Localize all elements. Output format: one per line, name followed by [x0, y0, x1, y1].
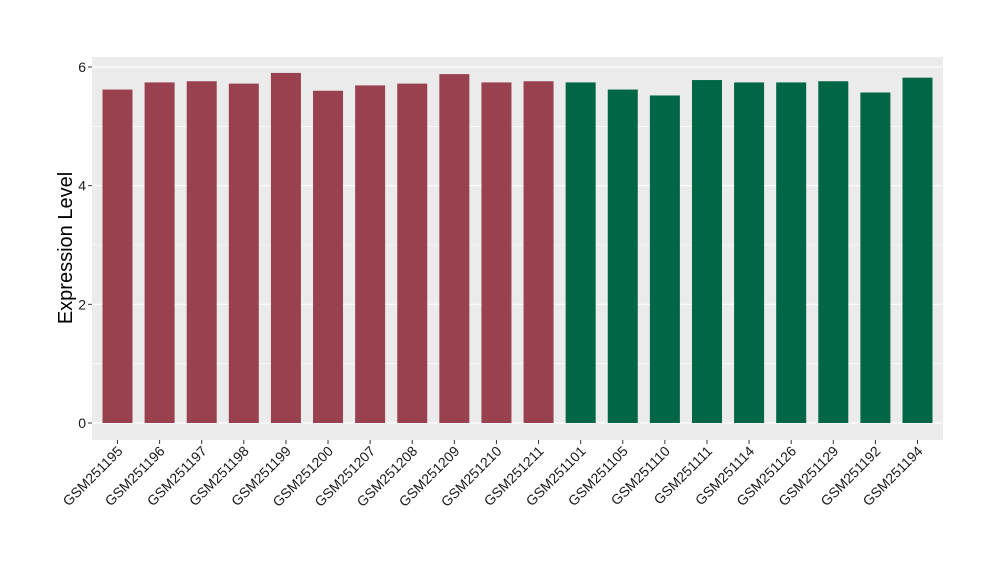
bar-GSM251110	[649, 95, 680, 423]
y-axis: 0 2 4 6	[78, 59, 92, 431]
y-tick-label: 2	[78, 296, 86, 312]
bar-GSM251199	[270, 72, 301, 423]
y-tick-label: 0	[78, 415, 86, 431]
bar-GSM251198	[228, 83, 259, 423]
bar-GSM251196	[144, 82, 175, 423]
bar-GSM251194	[902, 77, 933, 424]
bar-GSM251105	[607, 89, 638, 424]
y-axis-title: Expression Level	[55, 172, 77, 324]
plot-panel	[92, 57, 943, 440]
bar-GSM251101	[565, 82, 596, 423]
bars	[102, 72, 933, 424]
bar-GSM251207	[355, 85, 386, 423]
bar-GSM251210	[481, 82, 512, 423]
bar-GSM251197	[186, 81, 217, 424]
bar-GSM251126	[776, 82, 807, 423]
bar-GSM251114	[734, 82, 765, 423]
bar-GSM251209	[439, 74, 470, 424]
bar-GSM251211	[523, 81, 554, 424]
bar-GSM251200	[313, 90, 344, 423]
bar-GSM251192	[860, 92, 891, 423]
bar-GSM251195	[102, 89, 133, 424]
bar-GSM251208	[397, 83, 428, 423]
y-tick-label: 4	[78, 178, 86, 194]
x-axis: GSM251195GSM251196GSM251197GSM251198GSM2…	[59, 440, 926, 510]
bar-GSM251129	[818, 81, 849, 424]
y-tick-label: 6	[78, 59, 86, 75]
bar-GSM251111	[691, 80, 722, 423]
